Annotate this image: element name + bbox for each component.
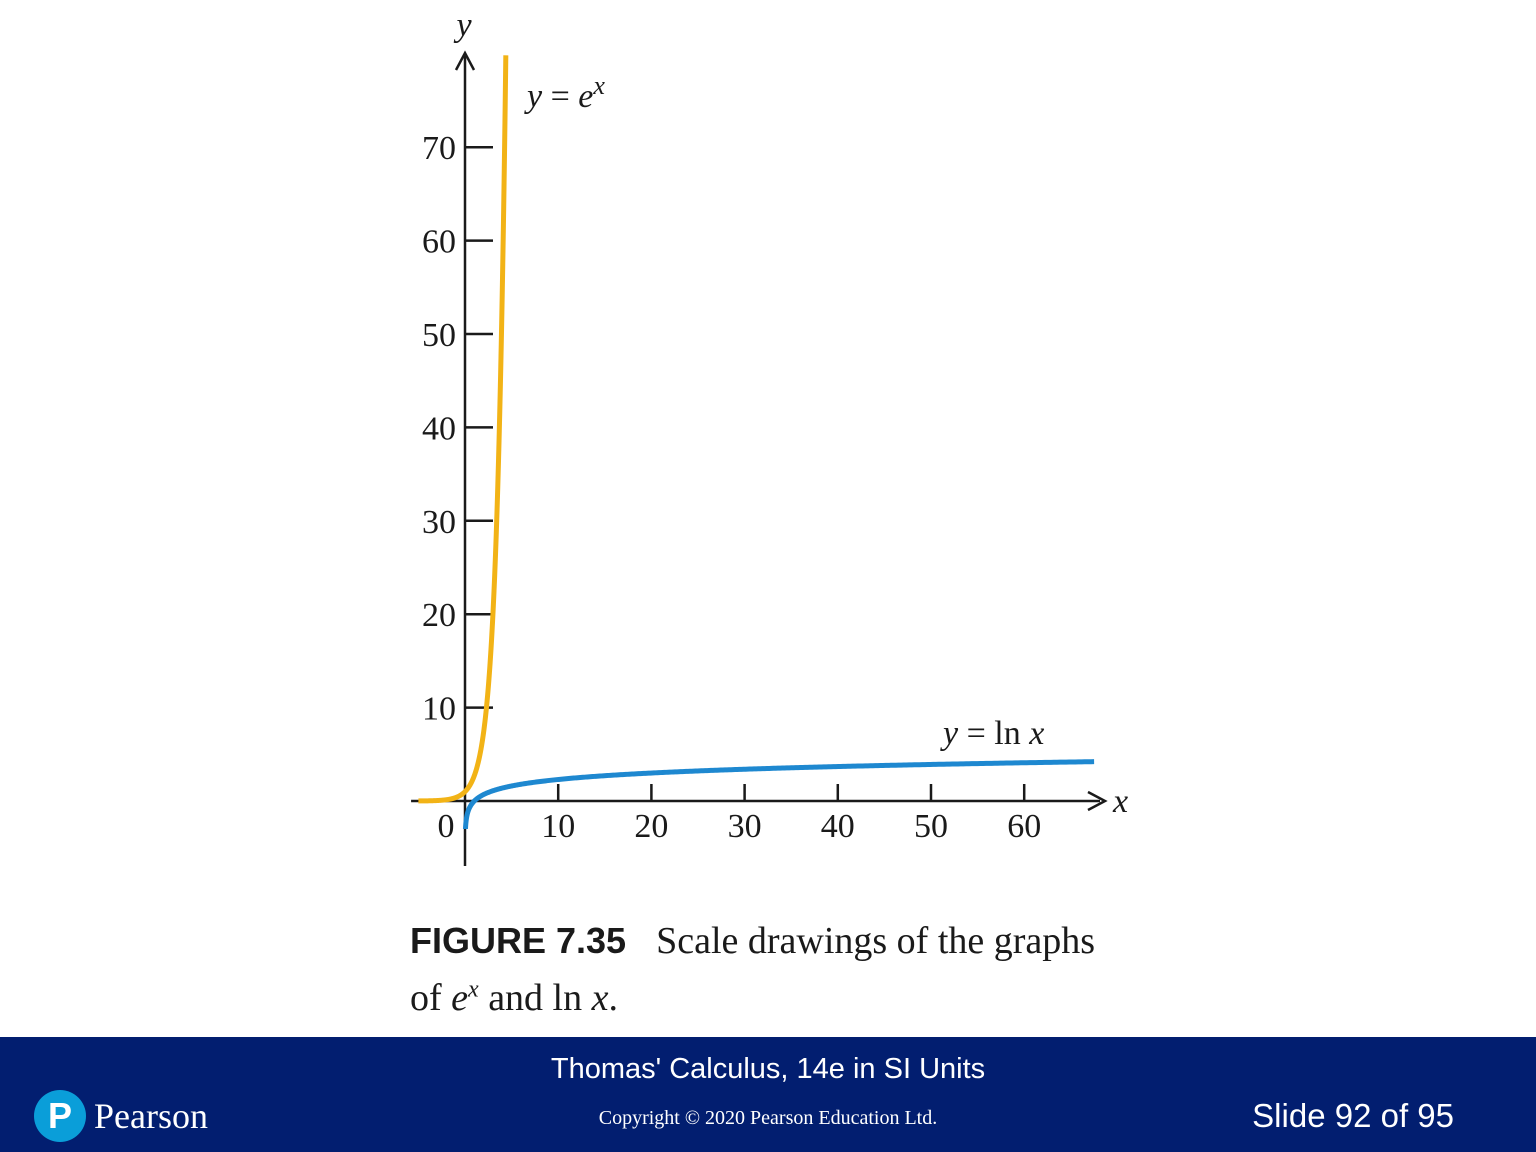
x-axis-arrow xyxy=(1087,790,1108,812)
figure-caption: FIGURE 7.35 Scale drawings of the graphs … xyxy=(410,912,1110,1027)
book-title: Thomas' Calculus, 14e in SI Units xyxy=(550,1053,986,1085)
curves xyxy=(416,55,1095,832)
y-axis-label: y xyxy=(453,7,472,44)
x-tick-label: 30 xyxy=(728,808,762,845)
y-tick-label: 40 xyxy=(422,410,456,447)
origin-label: 0 xyxy=(438,808,455,845)
caption-base: e xyxy=(451,977,469,1019)
y-tick-label: 30 xyxy=(422,504,456,541)
figure-number: FIGURE 7.35 xyxy=(410,920,627,961)
x-axis-label: x xyxy=(1112,783,1128,820)
x-tick-label: 50 xyxy=(914,808,948,845)
y-axis-arrow xyxy=(454,50,476,71)
y-tick-label: 70 xyxy=(422,130,456,167)
y-tick-label: 20 xyxy=(422,597,456,634)
y-tick-label: 50 xyxy=(422,317,456,354)
x-tick-label: 60 xyxy=(1007,808,1041,845)
caption-var: x xyxy=(591,977,609,1019)
slide-counter: Slide 92 of 95 xyxy=(1252,1097,1454,1134)
chart: 10 20 30 40 50 60 10 20 30 40 50 60 70 0 x y y = ex y = l… xyxy=(411,7,1128,866)
y-tick-label: 10 xyxy=(422,691,456,728)
y-tick-label: 60 xyxy=(422,224,456,261)
axes xyxy=(411,50,1108,866)
caption-text-3: . xyxy=(608,977,619,1019)
exp-curve xyxy=(416,55,509,804)
x-tick-label: 40 xyxy=(821,808,855,845)
caption-text-2: and ln xyxy=(478,977,592,1019)
pearson-logo-icon: P xyxy=(34,1090,86,1142)
exp-curve-label: y = ex xyxy=(524,71,605,115)
caption-text-1: Scale drawings of the graphs of xyxy=(410,920,1096,1019)
labels: 10 20 30 40 50 60 10 20 30 40 50 60 70 0 x y y = ex y = l… xyxy=(422,7,1128,845)
pearson-logo: P Pearson xyxy=(34,1089,208,1143)
pearson-logo-text: Pearson xyxy=(94,1096,208,1136)
footer-bar: Thomas' Calculus, 14e in SI Units Copyri… xyxy=(0,1037,1536,1152)
ln-curve-label: y = ln x xyxy=(940,715,1044,752)
ln-curve xyxy=(462,759,1095,832)
copyright-notice: Copyright © 2020 Pearson Education Ltd. xyxy=(598,1107,938,1129)
caption-exponent: x xyxy=(468,976,479,1003)
x-tick-label: 10 xyxy=(541,808,575,845)
x-tick-label: 20 xyxy=(634,808,668,845)
